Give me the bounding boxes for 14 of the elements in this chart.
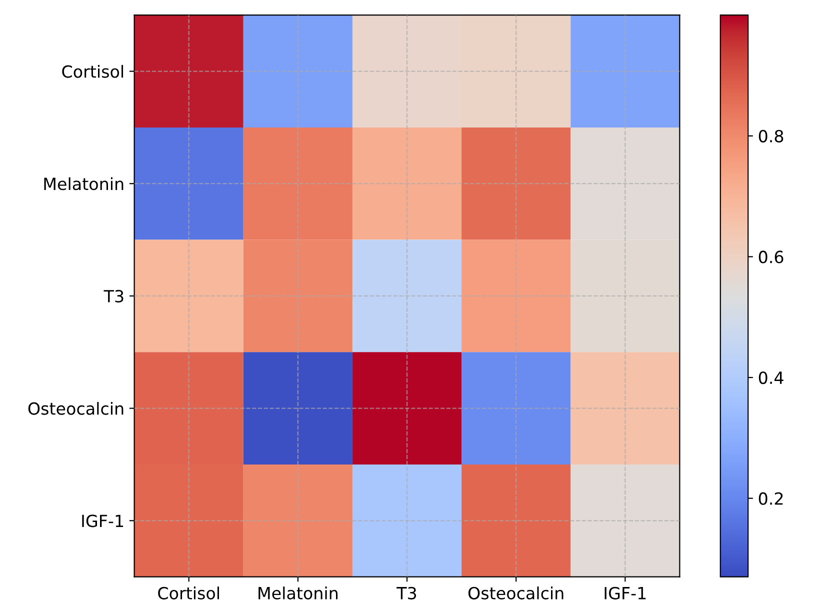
x-tick-label: T3 [396,586,416,600]
color-bar-label: 0.8 [758,130,784,142]
x-tick-label: Cortisol [158,586,219,600]
x-tick-label: Osteocalcin [468,586,564,600]
y-tick-label: Melatonin [44,177,124,190]
y-tick-label: Cortisol [62,64,124,78]
y-tick-label: IGF-1 [82,514,124,528]
color-bar-label: 0.2 [758,492,783,505]
y-tick-label: Osteocalcin [28,402,124,415]
x-tick-label: Melatonin [258,586,338,600]
color-bar-label: 0.4 [758,371,784,384]
color-bar-label: 0.6 [758,250,784,264]
y-tick-label: T3 [104,290,124,303]
x-tick-label: IGF-1 [604,586,646,600]
